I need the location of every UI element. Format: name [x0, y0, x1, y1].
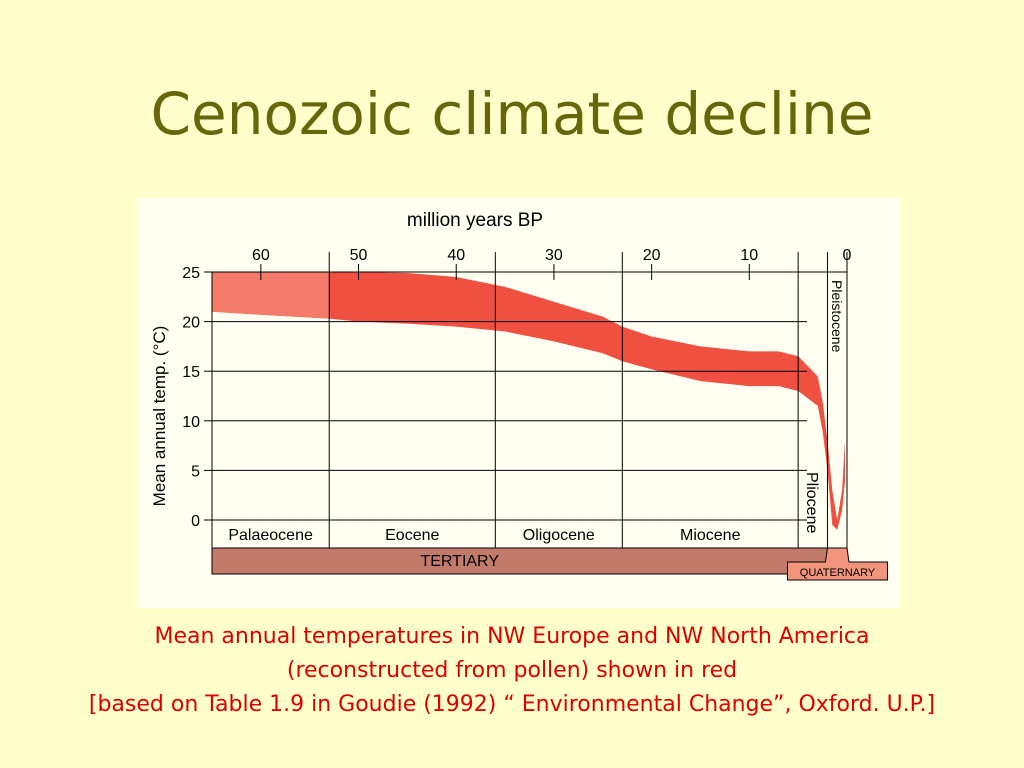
y-axis-label: Mean annual temp. (°C): [150, 326, 169, 507]
y-tick-label-20: 20: [182, 315, 200, 332]
caption: Mean annual temperatures in NW Europe an…: [0, 620, 1024, 722]
epoch-label-0: Palaeocene: [228, 527, 313, 544]
x-tick-label-20: 20: [643, 247, 661, 264]
y-tick-label-25: 25: [182, 265, 200, 282]
epoch-label-5: Pleistocene: [829, 280, 845, 353]
y-tick-label-0: 0: [191, 513, 200, 530]
x-tick-label-50: 50: [350, 247, 368, 264]
x-tick-label-0: 0: [843, 247, 852, 264]
epoch-label-1: Eocene: [385, 527, 439, 544]
epoch-label-4: Pliocene: [803, 472, 820, 533]
grid-lines: [212, 252, 848, 548]
caption-line-1: Mean annual temperatures in NW Europe an…: [154, 624, 870, 649]
period-row: TERTIARY QUATERNARY: [211, 547, 888, 581]
period-bar-1: [786, 547, 888, 581]
x-tick-label-10: 10: [740, 247, 758, 264]
temperature-band-palaeocene-0: [212, 272, 330, 319]
temperature-band-group: [212, 272, 845, 530]
epoch-row: Palaeocene Eocene Oligocene Miocene Pliocene…: [228, 280, 845, 544]
x-tick-label-40: 40: [447, 247, 465, 264]
y-tick-label-15: 15: [182, 364, 200, 381]
x-tick-label-60: 60: [252, 247, 270, 264]
y-tick-label-5: 5: [191, 463, 200, 480]
epoch-label-3: Miocene: [680, 527, 741, 544]
caption-line-2: (reconstructed from pollen) shown in red: [286, 658, 738, 683]
period-label-1: QUATERNARY: [800, 567, 876, 579]
epoch-label-2: Oligocene: [523, 527, 595, 544]
caption-line-3: [based on Table 1.9 in Goudie (1992) “ E…: [88, 692, 936, 717]
x-axis-label: million years BP: [407, 210, 543, 231]
period-bar-0: [211, 547, 828, 575]
slide-title: Cenozoic climate decline: [150, 80, 874, 148]
period-label-0: TERTIARY: [420, 553, 499, 570]
y-tick-label-10: 10: [182, 414, 200, 431]
temperature-chart: 25 20 15 10 5 0 60 50 40 30 20 10 0 Palaeocene Eocene…: [137, 198, 900, 608]
x-tick-label-30: 30: [545, 247, 563, 264]
